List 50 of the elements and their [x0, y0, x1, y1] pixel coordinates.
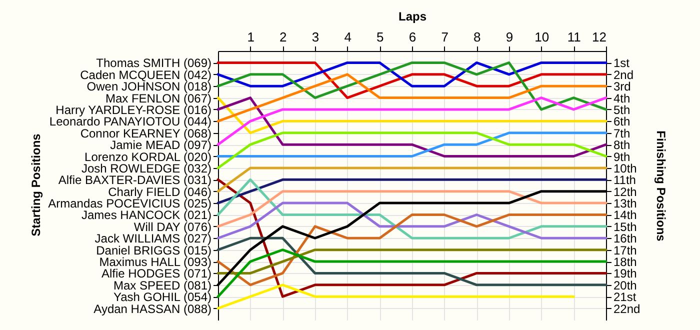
x-tick-label: 6	[408, 30, 416, 44]
y-tick-label: 19th	[614, 266, 637, 281]
x-tick-label: 2	[280, 30, 287, 44]
y-tick-label: 9th	[614, 150, 630, 164]
y-tick-label: 4th	[614, 91, 630, 106]
y-tick-label: 8th	[614, 138, 630, 152]
y-axis-title: Finishing Positions	[654, 130, 668, 242]
x-tick-label: 5	[376, 30, 384, 44]
y-tick-label: 2nd	[614, 68, 634, 82]
y-tick-label: 14th	[614, 208, 637, 222]
y-tick-label: 20th	[614, 278, 637, 292]
line-series	[216, 132, 608, 170]
x-tick-label: 9	[506, 30, 514, 44]
text: Starting Positions	[29, 134, 43, 236]
x-axis-title: Laps	[398, 10, 427, 24]
y-tick-label: 5th	[614, 102, 630, 117]
y-tick-label: 7th	[614, 126, 630, 140]
y-tick-label: 21st	[614, 290, 637, 304]
x-tick-label: 8	[474, 30, 481, 44]
line-series	[216, 178, 608, 240]
y-tick-label: 17th	[614, 243, 637, 258]
y-tick-label: 15th	[614, 220, 637, 234]
y-tick-label: 3rd	[614, 80, 631, 94]
x-tick-label: 1	[247, 30, 254, 44]
y-tick-label: 6th	[614, 114, 630, 129]
line-series	[216, 236, 608, 286]
y-tick-label: 10th	[614, 161, 637, 176]
y-tick-label: 11th	[614, 173, 636, 188]
x-tick-label: 10	[534, 30, 550, 44]
line-series	[216, 213, 608, 286]
category-label: Thomas SMITH (069)	[96, 56, 212, 70]
line-series	[216, 178, 608, 298]
y-tick-label: 22nd	[614, 302, 640, 316]
y-tick-label: 1st	[614, 56, 630, 70]
line-series	[216, 61, 608, 100]
x-tick-label: 12	[592, 30, 606, 44]
x-tick-label: 3	[312, 30, 320, 44]
y-tick-label: 16th	[614, 232, 637, 246]
y-tick-label: 12th	[614, 184, 637, 199]
line-series	[216, 73, 608, 122]
x-tick-label: 4	[344, 30, 352, 44]
x-tick-label: 7	[441, 30, 448, 44]
line-series	[216, 96, 608, 146]
line-series	[216, 61, 608, 111]
line-series	[216, 190, 608, 228]
line-series	[216, 96, 608, 158]
x-tick-label: 11	[567, 30, 581, 44]
y-tick-label: 13th	[614, 196, 637, 211]
line-series	[216, 202, 608, 240]
y-tick-label: 18th	[614, 255, 637, 270]
